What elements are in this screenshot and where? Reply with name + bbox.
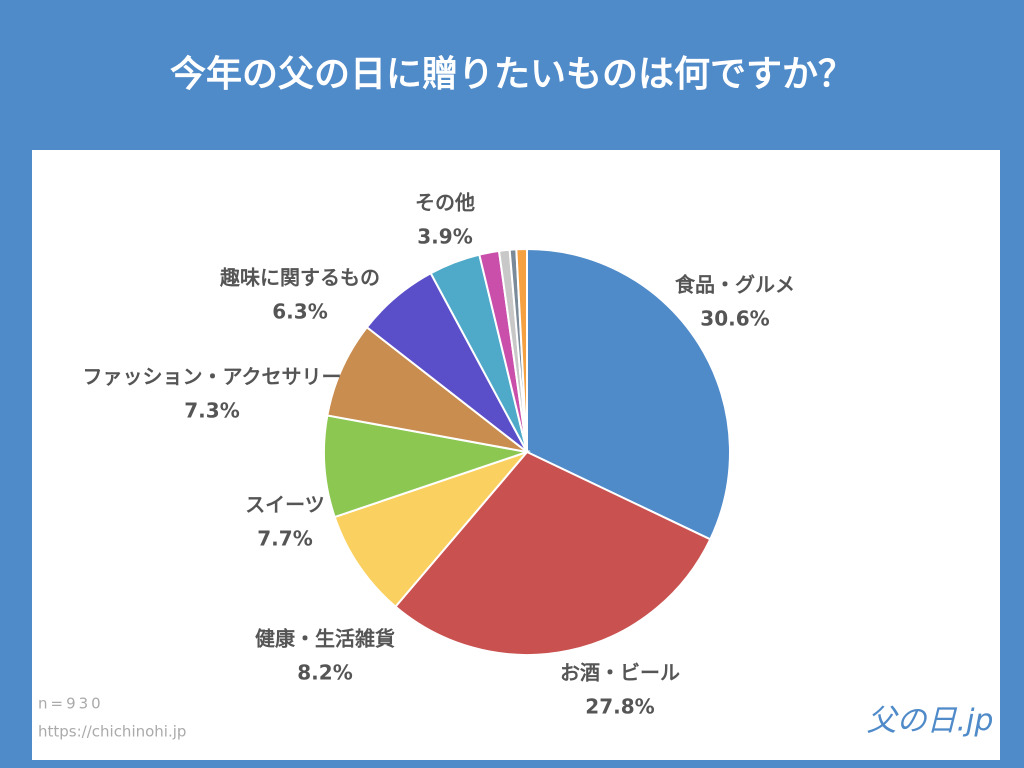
slice-value-label: 27.8% [585, 695, 654, 719]
slice-label: お酒・ビール [560, 661, 680, 685]
chart-title: 今年の父の日に贈りたいものは何ですか？ [170, 54, 854, 95]
pie-slice [333, 449, 531, 609]
pie-slice [394, 450, 712, 656]
pie-slice [526, 247, 731, 541]
slice-label: スイーツ [245, 493, 325, 517]
slice-value-label: 7.7% [257, 527, 312, 551]
slice-value-label: 30.6% [700, 307, 769, 331]
slice-label: ファッション・アクセサリー [83, 365, 342, 389]
slice-value-label: 8.2% [297, 661, 352, 685]
slice-value-label: 3.9% [417, 225, 472, 249]
footnote: n=930 [38, 695, 104, 713]
pie-slice [515, 247, 528, 453]
slice-label: 趣味に関するもの [219, 266, 380, 290]
slice-value-label: 6.3% [272, 300, 327, 324]
pie-slice [323, 414, 531, 519]
header-band [0, 0, 1024, 150]
slice-label: 食品・グルメ [675, 273, 795, 297]
pie-slice [326, 325, 528, 453]
slice-value-label: 7.3% [184, 399, 239, 423]
slice-label: 健康・生活雑貨 [255, 627, 395, 651]
logo: 父の日.jp [867, 704, 994, 739]
slice-label: その他 [415, 191, 475, 215]
source: https://chichinohi.jp [38, 723, 186, 741]
